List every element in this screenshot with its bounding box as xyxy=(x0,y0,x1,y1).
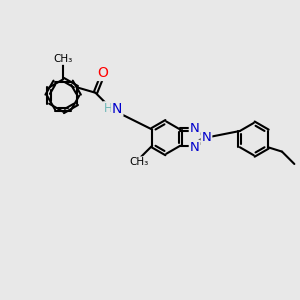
Text: N: N xyxy=(202,131,211,144)
Text: N: N xyxy=(190,122,200,135)
Text: H: H xyxy=(104,102,112,115)
Text: N: N xyxy=(190,141,200,154)
Text: N: N xyxy=(112,102,122,116)
Text: CH₃: CH₃ xyxy=(129,157,148,167)
Text: O: O xyxy=(98,66,109,80)
Text: CH₃: CH₃ xyxy=(53,54,73,64)
